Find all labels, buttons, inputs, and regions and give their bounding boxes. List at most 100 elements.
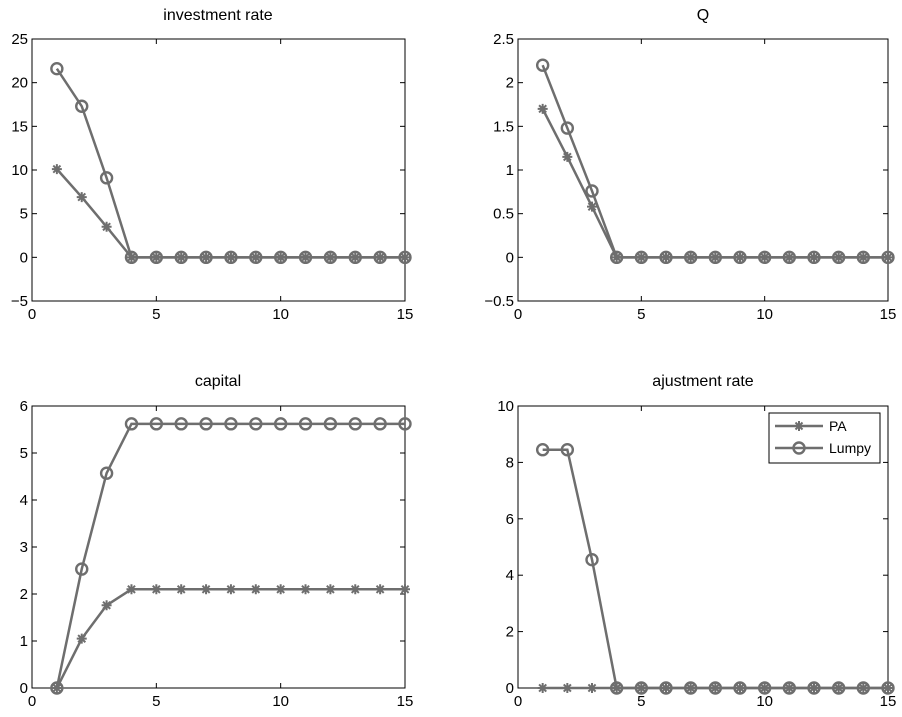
x-tick-label: 10 (272, 306, 289, 323)
data-point-lumpy (224, 250, 238, 265)
data-point-lumpy (782, 681, 797, 695)
data-point-pa (587, 201, 597, 212)
y-tick-label: 1 (506, 162, 514, 179)
legend-pa-marker (794, 421, 804, 431)
data-point-pa (76, 192, 87, 203)
data-point-lumpy (659, 681, 673, 695)
data-point-lumpy (373, 417, 387, 431)
data-point-lumpy (659, 250, 673, 265)
data-point-lumpy (124, 250, 139, 265)
y-tick-label: 20 (11, 75, 28, 92)
plot-content: 0 5 10 15 0 1 2 3 4 5 6 (20, 398, 414, 710)
series-line-lumpy (541, 64, 888, 259)
data-point-lumpy (124, 417, 139, 431)
data-point-pa (537, 683, 548, 693)
panel-ajustment-rate: ajustment rate 0 5 10 15 0 2 4 6 8 10 PA Lumpy (497, 373, 896, 710)
data-point-pa (101, 221, 112, 232)
data-point-pa (250, 584, 261, 595)
data-point-lumpy (99, 171, 114, 185)
data-point-lumpy (807, 681, 821, 695)
data-point-lumpy (856, 681, 871, 695)
data-point-lumpy (634, 250, 649, 265)
x-tick-label: 15 (880, 693, 897, 710)
legend-lumpy-marker (792, 441, 806, 455)
data-point-lumpy (733, 250, 747, 265)
data-point-lumpy (560, 121, 575, 135)
data-point-lumpy (75, 99, 89, 113)
data-point-lumpy (273, 250, 288, 265)
y-tick-label: 25 (11, 31, 28, 48)
x-tick-label: 10 (272, 693, 289, 710)
x-tick-label: 15 (397, 693, 414, 710)
legend-lumpy-label: Lumpy (829, 440, 871, 456)
y-tick-label: 0 (506, 680, 514, 697)
data-point-lumpy (323, 250, 338, 265)
y-tick-label: 5 (20, 445, 28, 462)
data-point-lumpy (683, 250, 698, 265)
x-tick-label: 5 (637, 693, 645, 710)
data-point-lumpy (249, 417, 263, 431)
x-tick-label: 5 (152, 693, 160, 710)
data-point-pa (151, 584, 162, 595)
data-point-lumpy (50, 61, 64, 76)
data-point-lumpy (99, 466, 114, 480)
data-point-pa (300, 584, 311, 595)
data-point-lumpy (609, 250, 624, 265)
panel-title: ajustment rate (652, 373, 753, 390)
data-point-lumpy (881, 250, 895, 265)
legend: PA Lumpy (768, 412, 881, 464)
data-point-lumpy (174, 417, 188, 431)
y-tick-label: 0 (20, 249, 28, 266)
data-point-lumpy (323, 417, 338, 431)
data-point-lumpy (373, 250, 387, 265)
data-point-lumpy (199, 417, 213, 431)
data-point-pa (537, 103, 548, 114)
data-point-lumpy (831, 681, 846, 695)
data-point-lumpy (683, 681, 698, 695)
y-tick-label: 5 (20, 206, 28, 223)
data-point-lumpy (174, 250, 188, 265)
x-tick-label: 5 (637, 306, 645, 323)
y-tick-label: 3 (20, 539, 28, 556)
data-point-lumpy (348, 417, 362, 431)
data-point-lumpy (585, 552, 599, 567)
panel-title: capital (195, 373, 241, 390)
data-point-lumpy (535, 58, 550, 72)
x-tick-label: 0 (514, 693, 522, 710)
y-tick-label: 4 (506, 567, 514, 584)
data-point-lumpy (831, 250, 846, 265)
x-tick-label: 10 (756, 693, 773, 710)
data-point-lumpy (634, 681, 649, 695)
y-tick-label: 6 (506, 511, 514, 528)
plot-content: 0 5 10 15−0.500.511.522.5 (484, 31, 896, 323)
data-point-lumpy (856, 250, 871, 265)
data-point-lumpy (807, 250, 821, 265)
panel-title: Q (697, 7, 709, 24)
data-point-lumpy (398, 417, 412, 431)
plot-content: 0 5 10 15 0 2 4 6 8 10 (497, 398, 896, 710)
x-tick-label: 0 (28, 306, 36, 323)
data-point-pa (51, 164, 62, 175)
axes-box (31, 38, 406, 302)
y-tick-label: 2.5 (493, 31, 514, 48)
data-point-lumpy (782, 250, 797, 265)
data-point-pa (587, 683, 597, 693)
data-point-lumpy (199, 250, 213, 265)
data-point-pa (562, 683, 573, 693)
data-point-pa (101, 600, 112, 611)
data-point-lumpy (298, 417, 313, 431)
x-tick-label: 0 (514, 306, 522, 323)
series-line-lumpy (542, 448, 888, 690)
data-point-pa (201, 584, 212, 595)
y-tick-label: 1 (20, 633, 28, 650)
panel-q: Q 0 5 10 15−0.500.511.522.5 (484, 7, 896, 323)
data-point-lumpy (298, 250, 313, 265)
data-point-lumpy (585, 184, 599, 198)
y-tick-label: 8 (506, 454, 514, 471)
series-line-lumpy (55, 422, 405, 689)
data-point-lumpy (149, 250, 164, 265)
data-point-pa (225, 584, 236, 595)
data-point-lumpy (560, 443, 575, 457)
